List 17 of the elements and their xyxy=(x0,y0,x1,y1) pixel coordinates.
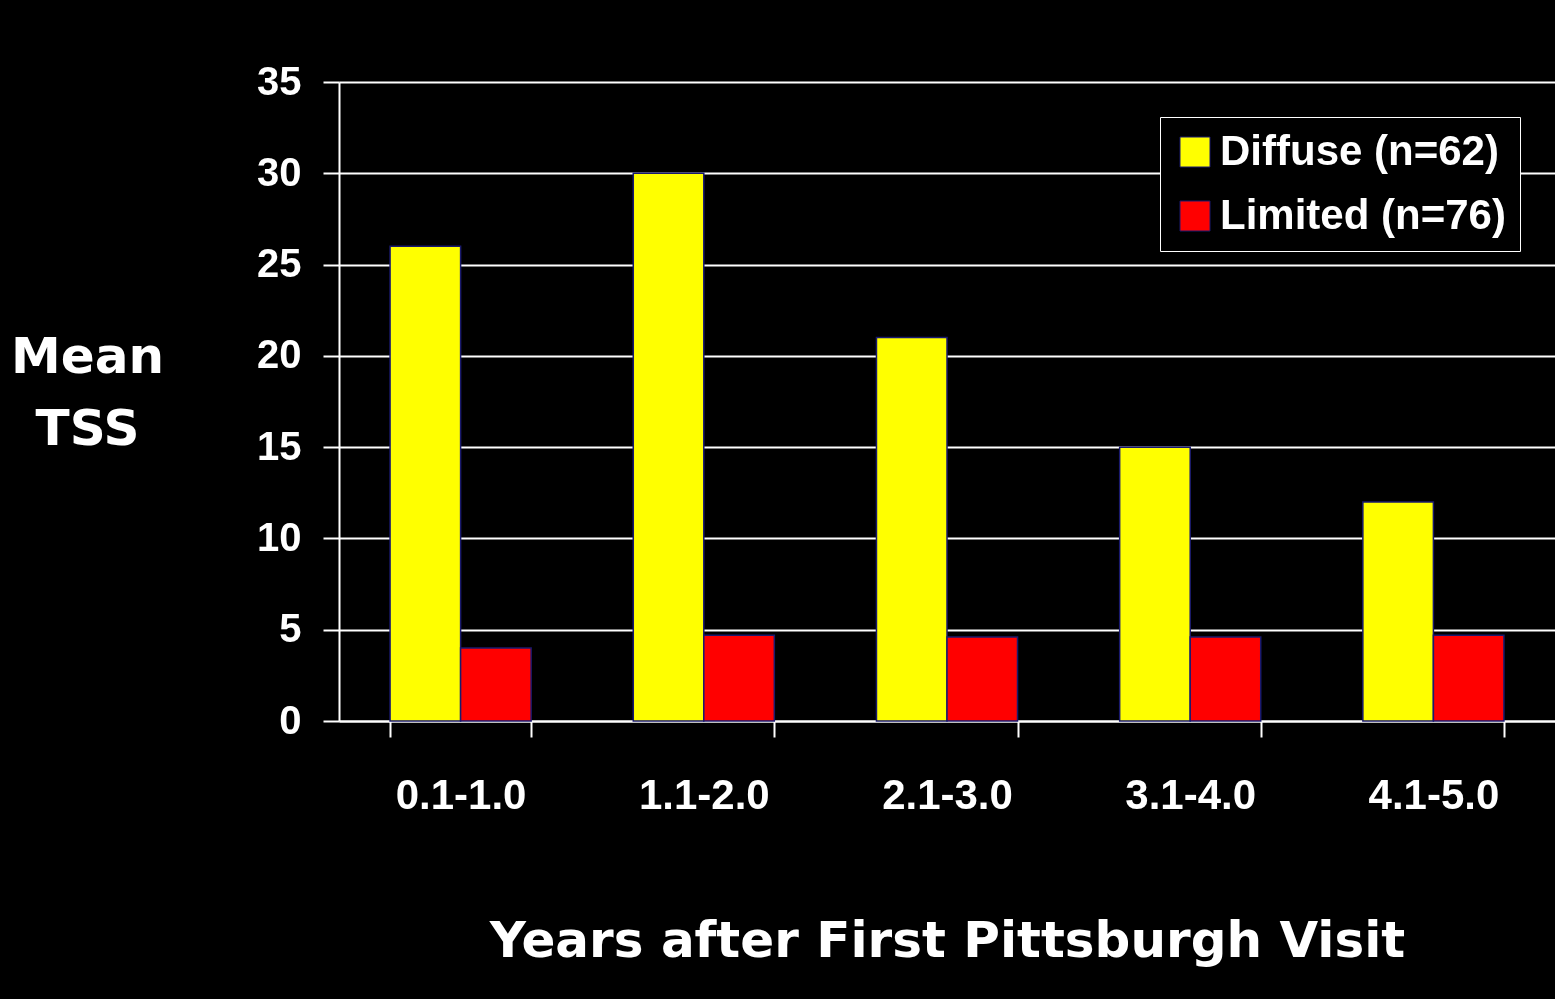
y-tick-label: 30 xyxy=(257,149,302,194)
y-tick-label: 25 xyxy=(257,241,302,286)
y-tick-label: 10 xyxy=(257,514,302,559)
y-axis-title: Mean TSS xyxy=(10,326,165,457)
x-axis-title: Years after First Pittsburgh Visit xyxy=(488,910,1406,969)
x-tick-label: 3.1-4.0 xyxy=(1125,770,1257,818)
x-tick-label: 0.1-1.0 xyxy=(395,770,527,818)
x-tick-label: 1.1-2.0 xyxy=(638,770,770,818)
y-tick-label: 0 xyxy=(279,697,302,742)
y-tick-label: 35 xyxy=(257,58,302,103)
y-tick-label: 15 xyxy=(257,423,302,468)
y-tick-label: 20 xyxy=(257,332,302,377)
x-tick-label: 4.1-5.0 xyxy=(1368,770,1500,818)
legend-label: Diffuse (n=62) xyxy=(1220,127,1499,174)
legend-label: Limited (n=76) xyxy=(1220,191,1506,238)
y-tick-label: 5 xyxy=(279,606,302,651)
x-tick-label: 2.1-3.0 xyxy=(882,770,1013,818)
